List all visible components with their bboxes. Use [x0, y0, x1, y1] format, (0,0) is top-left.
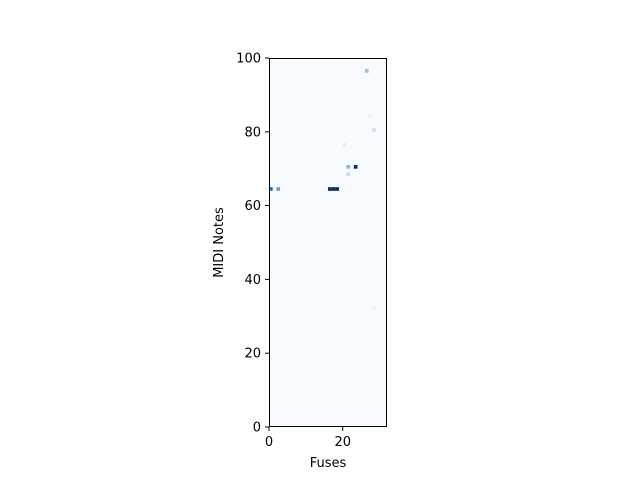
heatmap-cell: [269, 187, 273, 191]
x-axis-label: Fuses: [310, 456, 347, 471]
y-tick-label: 60: [244, 199, 261, 214]
heatmap-cell: [328, 187, 332, 191]
y-tick-label: 100: [236, 52, 261, 67]
x-tick-label: 20: [334, 435, 351, 450]
heatmap-cell: [346, 172, 351, 177]
heatmap-cell: [372, 305, 376, 309]
heatmap-cell: [276, 187, 281, 191]
y-axis-label: MIDI Notes: [212, 207, 227, 278]
heatmap-cells: [269, 69, 376, 309]
plot-background: [269, 58, 387, 427]
heatmap-cell: [353, 165, 358, 169]
y-tick-label: 40: [244, 273, 261, 288]
heatmap-cell: [335, 187, 340, 191]
heatmap-cell: [346, 165, 351, 169]
heatmap-cell: [364, 69, 369, 73]
y-tick-label: 0: [253, 421, 261, 436]
heatmap-cell: [331, 187, 336, 191]
heatmap-cell: [368, 113, 373, 118]
y-tick-label: 80: [244, 125, 261, 140]
y-tick-label: 20: [244, 347, 261, 362]
heatmap-cell: [342, 142, 347, 147]
y-axis-ticks: 0 20 40 60 80 100: [236, 52, 269, 436]
heatmap-cell: [372, 128, 376, 132]
x-axis-ticks: 0 20: [265, 427, 351, 450]
x-tick-label: 0: [265, 435, 273, 450]
plot-frame: [269, 58, 387, 427]
